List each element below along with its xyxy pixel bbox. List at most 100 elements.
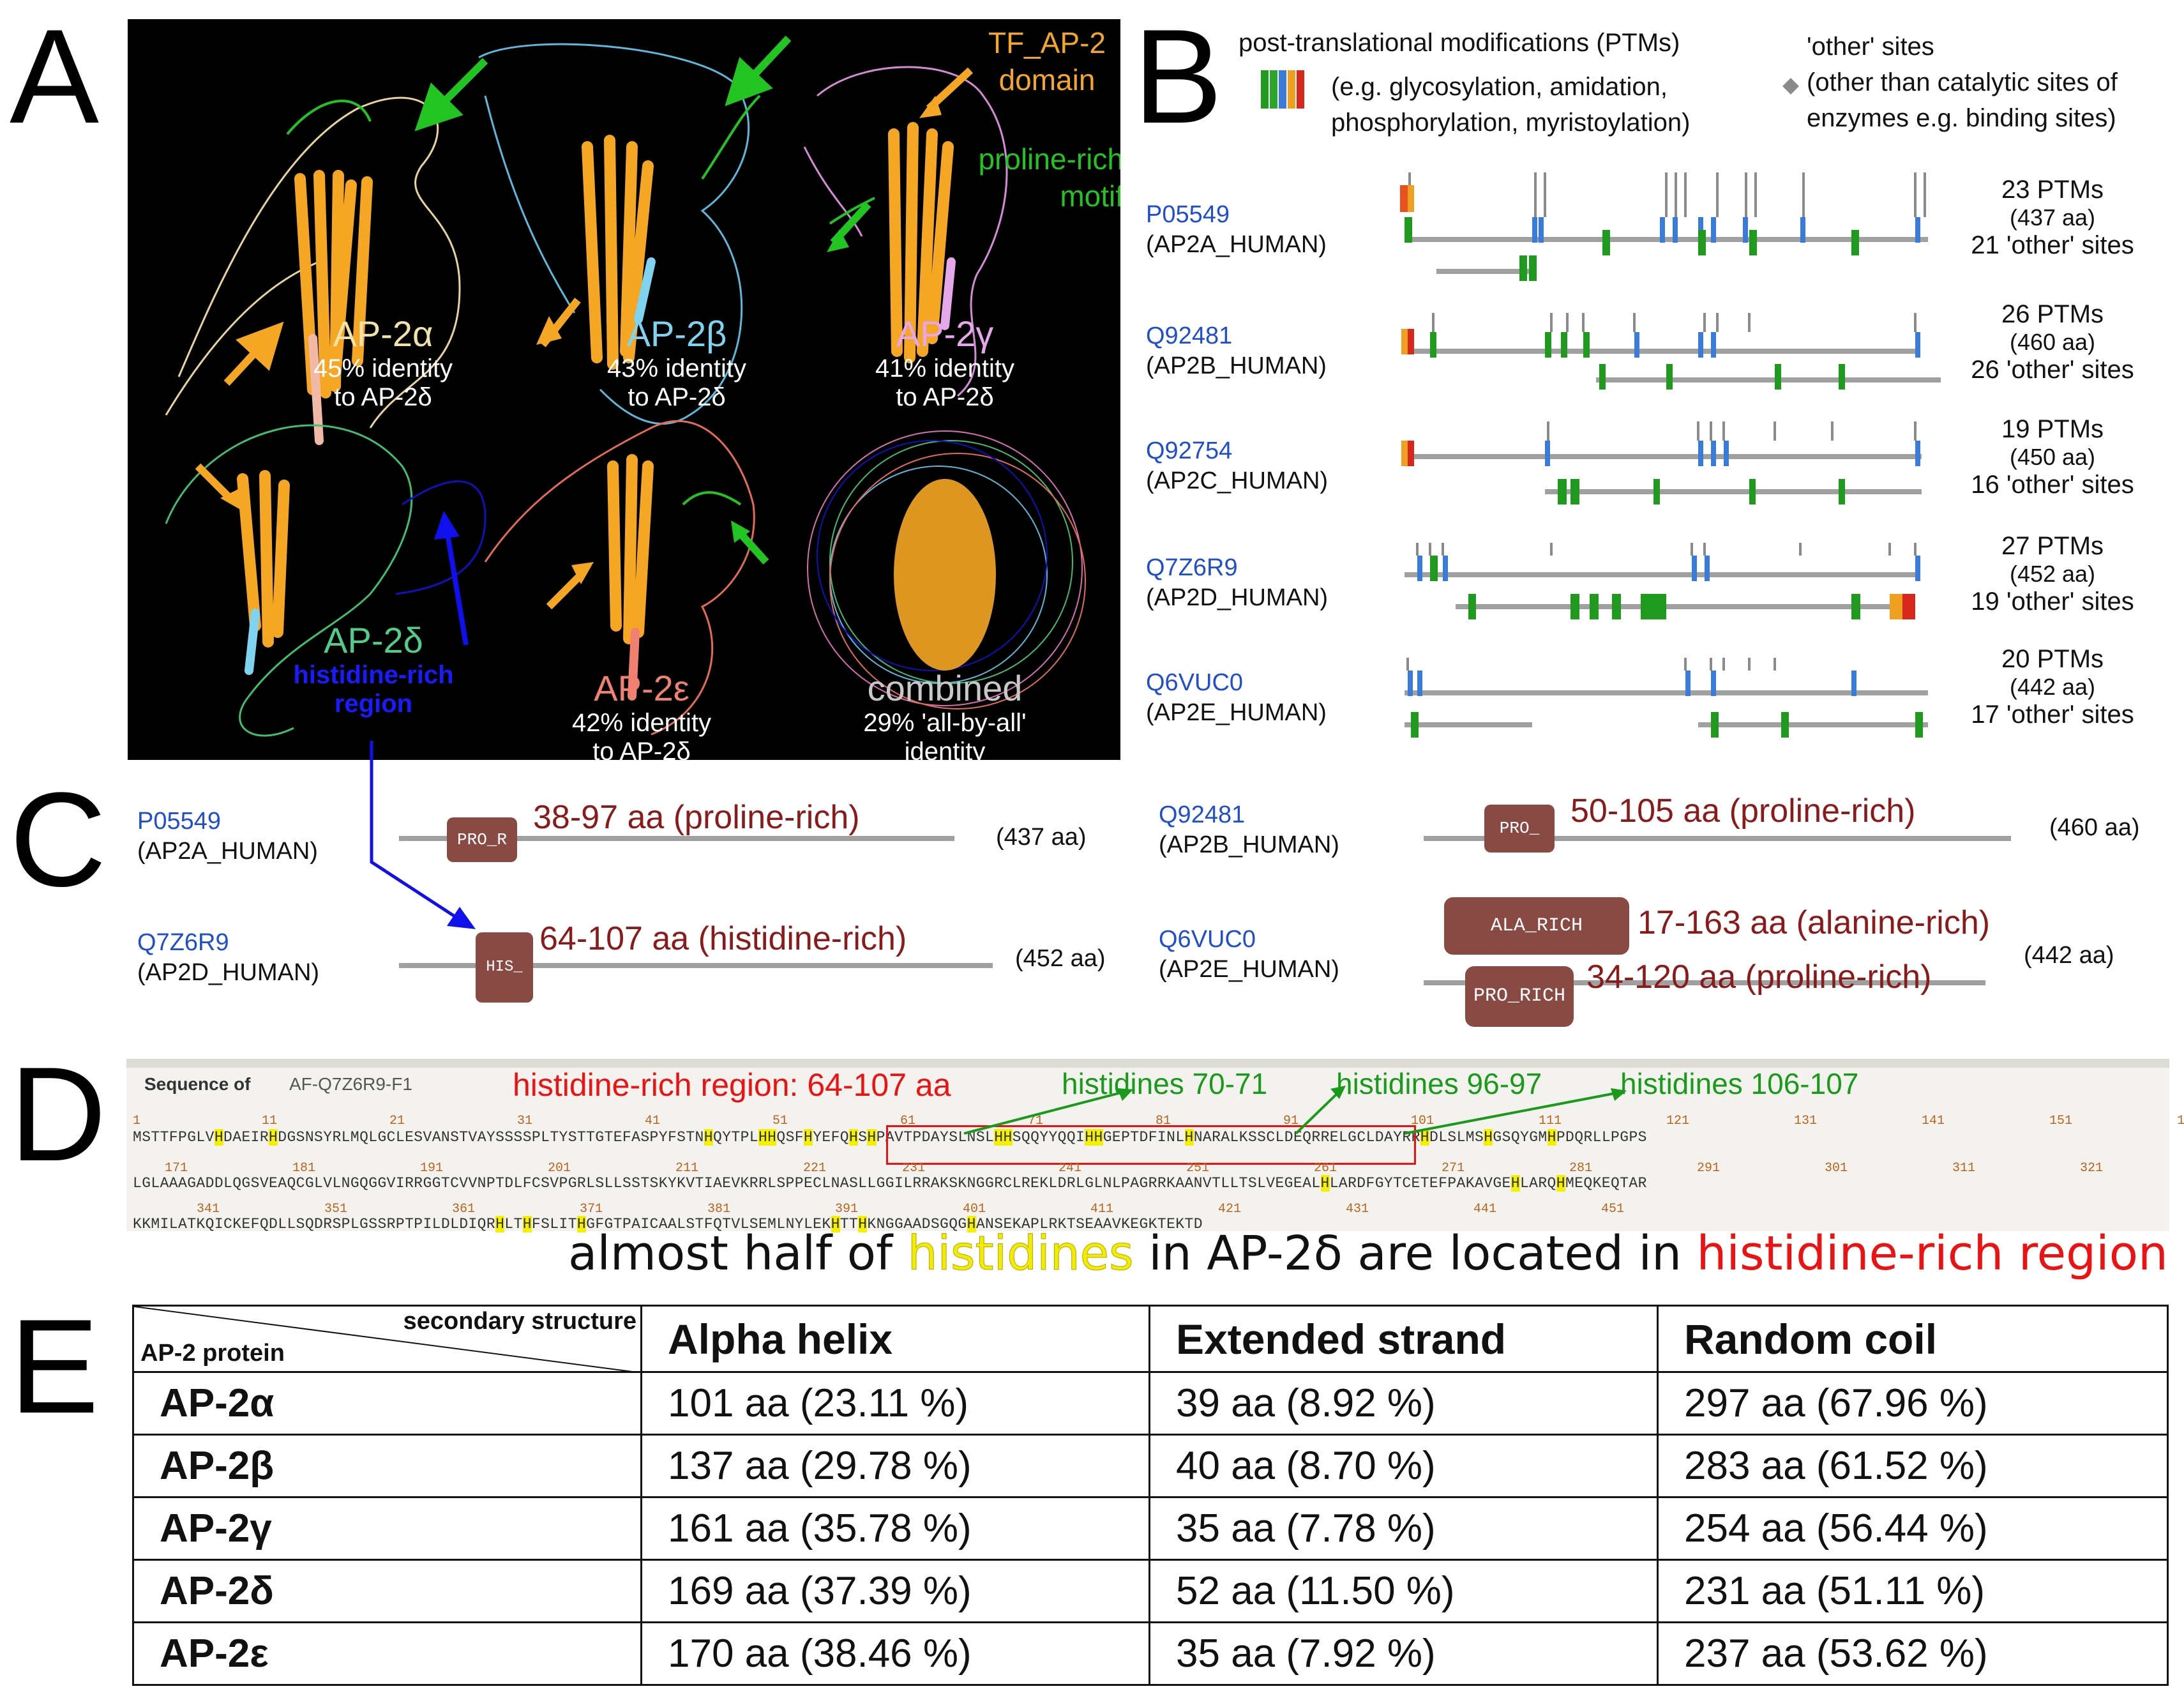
ap2g-identity-target: to AP-2δ: [896, 383, 994, 411]
c-range-ala-ap2e: 17-163 aa (alanine-rich): [1638, 904, 1991, 941]
c-acc-q6vuc0[interactable]: Q6VUC0: [1159, 926, 1256, 953]
panel-a-structures: TF_AP-2 domain proline-rich motif AP-2α …: [128, 19, 1120, 760]
c-domain-his-ap2d[interactable]: HIS_: [476, 932, 533, 1003]
sequence-line-2: LGLAAAGADDLQGSVEAQCGLVLNGQGGVIRRGGTCVVNP…: [133, 1175, 1647, 1192]
other-site-diamond-icon: [1782, 78, 1799, 95]
c-name-ap2e: (AP2E_HUMAN): [1159, 956, 1339, 983]
c-len-ap2e: (442 aa): [2024, 942, 2114, 969]
caption-region: histidine-rich region: [1696, 1226, 2168, 1281]
ap2e-structure: [484, 420, 755, 736]
ap2d-structure: [165, 424, 486, 737]
corner-diagonal: [134, 1307, 642, 1373]
pos-231: 231: [902, 1161, 926, 1176]
ap2a-caption: AP-2α 45% identity to AP-2δ: [287, 313, 479, 412]
table-row: AP-2γ 161 aa (35.78 %) 35 aa (7.78 %) 25…: [132, 1496, 2169, 1561]
b-aa-ap2e: (442 aa): [2009, 674, 2096, 700]
ap2g-caption: AP-2γ 41% identity to AP-2δ: [849, 313, 1041, 412]
b-name-ap2b: (AP2B_HUMAN): [1146, 352, 1327, 379]
c-acc-p05549[interactable]: P05549: [137, 808, 222, 835]
b-ptms-ap2e: 20 PTMs: [2001, 645, 2104, 673]
c-len-ap2a: (437 aa): [996, 824, 1087, 851]
pos-61: 61: [900, 1114, 916, 1128]
c-domain-ala-rich-ap2e[interactable]: ALA_RICH: [1444, 897, 1629, 955]
ap2g-name: AP-2γ: [896, 314, 994, 354]
panel-letter-c: C: [10, 764, 107, 914]
row-label-ap2g: AP-2γ: [132, 1496, 642, 1561]
pos-271: 271: [1442, 1161, 1465, 1176]
pos-311: 311: [1952, 1161, 1976, 1176]
combined-structure: [807, 430, 1086, 709]
pos-191: 191: [420, 1161, 444, 1176]
connector-arrowhead: [447, 907, 476, 929]
caption-part3: in AP-2δ are located in: [1133, 1226, 1697, 1281]
b-aa-ap2d: (452 aa): [2009, 561, 2096, 587]
pos-121: 121: [1666, 1114, 1690, 1128]
tf-ap2-domain-label: TF_AP-2 domain: [970, 24, 1120, 98]
proline-line2: motif: [1060, 179, 1120, 213]
b-aa-ap2a: (437 aa): [2009, 204, 2096, 231]
histidine-caption: almost half of histidines in AP-2δ are l…: [568, 1226, 2168, 1282]
b-acc-q6vuc0[interactable]: Q6VUC0: [1146, 669, 1244, 696]
proline-line1: proline-rich: [978, 142, 1120, 176]
pos-171: 171: [165, 1161, 188, 1176]
b-acc-q7z6r9[interactable]: Q7Z6R9: [1146, 554, 1238, 581]
proline-rich-motif-label: proline-rich motif: [938, 140, 1120, 215]
pos-1: 1: [133, 1114, 141, 1128]
pos-351: 351: [324, 1202, 348, 1217]
track-ap2c: [1401, 421, 1922, 504]
sequence-line-1: MSTTFPGLVHDAEIRHDGSNSYRLMQLGCLESVANSTVAY…: [133, 1129, 1647, 1146]
b-name-ap2e: (AP2E_HUMAN): [1146, 699, 1327, 726]
c-name-ap2a: (AP2A_HUMAN): [137, 838, 318, 865]
c-name-ap2b: (AP2B_HUMAN): [1159, 831, 1339, 858]
pos-151: 151: [2049, 1114, 2073, 1128]
other-legend-title: 'other' sites: [1807, 33, 1934, 61]
c-domain-pro-r-ap2a[interactable]: PRO_R: [447, 817, 517, 862]
c-track-ap2a: [399, 836, 954, 841]
ap2a-identity: 45% identity: [313, 354, 453, 383]
pos-141: 141: [1922, 1114, 1945, 1128]
header-alpha-helix: Alpha helix: [640, 1305, 1150, 1373]
b-acc-q92481[interactable]: Q92481: [1146, 322, 1233, 349]
other-legend-line2: enzymes e.g. binding sites): [1807, 104, 2116, 132]
secondary-structure-table: secondary structure AP-2 protein Alpha h…: [132, 1305, 2169, 1686]
ptm-color-swatch-icon: [1261, 70, 1304, 109]
ptm-legend-line2: phosphorylation, myristoylation): [1331, 109, 1691, 137]
cell-ap2d-alpha: 169 aa (37.39 %): [640, 1559, 1150, 1623]
b-acc-q92754[interactable]: Q92754: [1146, 437, 1233, 464]
panel-letter-d: D: [10, 1039, 107, 1189]
histidine-region-title: histidine-rich region: 64-107 aa: [513, 1067, 951, 1103]
combined-identity-target: identity: [904, 738, 986, 760]
pos-161: 161: [2177, 1114, 2184, 1128]
c-domain-pro-ap2b[interactable]: PRO_: [1484, 805, 1555, 853]
caption-histidines: histidines: [907, 1226, 1134, 1282]
sequence-line-3: KKMILATKQICKEFQDLLSQDRSPLGSSRPTPILDLDIQR…: [133, 1216, 1203, 1232]
cell-ap2b-alpha: 137 aa (29.78 %): [640, 1434, 1150, 1498]
c-domain-pro-rich-ap2e[interactable]: PRO_RICH: [1465, 966, 1574, 1027]
b-name-ap2d: (AP2D_HUMAN): [1146, 584, 1329, 611]
pos-301: 301: [1825, 1161, 1848, 1176]
combined-name: combined: [867, 668, 1023, 708]
track-ap2e: [1405, 658, 1928, 738]
c-len-ap2b: (460 aa): [2049, 814, 2140, 841]
ap2a-structure: [165, 96, 461, 445]
row-label-ap2e: AP-2ε: [132, 1621, 642, 1686]
row-label-ap2d: AP-2δ: [132, 1559, 642, 1623]
pos-131: 131: [1794, 1114, 1818, 1128]
cell-ap2b-coil: 283 aa (61.52 %): [1657, 1434, 2169, 1498]
pos-71: 71: [1028, 1114, 1044, 1128]
c-track-ap2e: [1424, 980, 1985, 985]
c-acc-q92481[interactable]: Q92481: [1159, 801, 1246, 828]
pos-401: 401: [963, 1202, 986, 1217]
ap2b-identity: 43% identity: [607, 354, 746, 383]
cell-ap2b-strand: 40 aa (8.70 %): [1148, 1434, 1659, 1498]
ap2e-identity-target: to AP-2δ: [592, 738, 691, 760]
histidine-region-box: [886, 1125, 1416, 1165]
track-ap2b: [1401, 313, 1941, 390]
pos-101: 101: [1411, 1114, 1435, 1128]
c-name-ap2d: (AP2D_HUMAN): [137, 959, 320, 986]
pos-411: 411: [1090, 1202, 1114, 1217]
corner-secondary-structure-label: secondary structure: [403, 1308, 636, 1335]
c-acc-q7z6r9[interactable]: Q7Z6R9: [137, 929, 229, 956]
b-acc-p05549[interactable]: P05549: [1146, 201, 1230, 228]
